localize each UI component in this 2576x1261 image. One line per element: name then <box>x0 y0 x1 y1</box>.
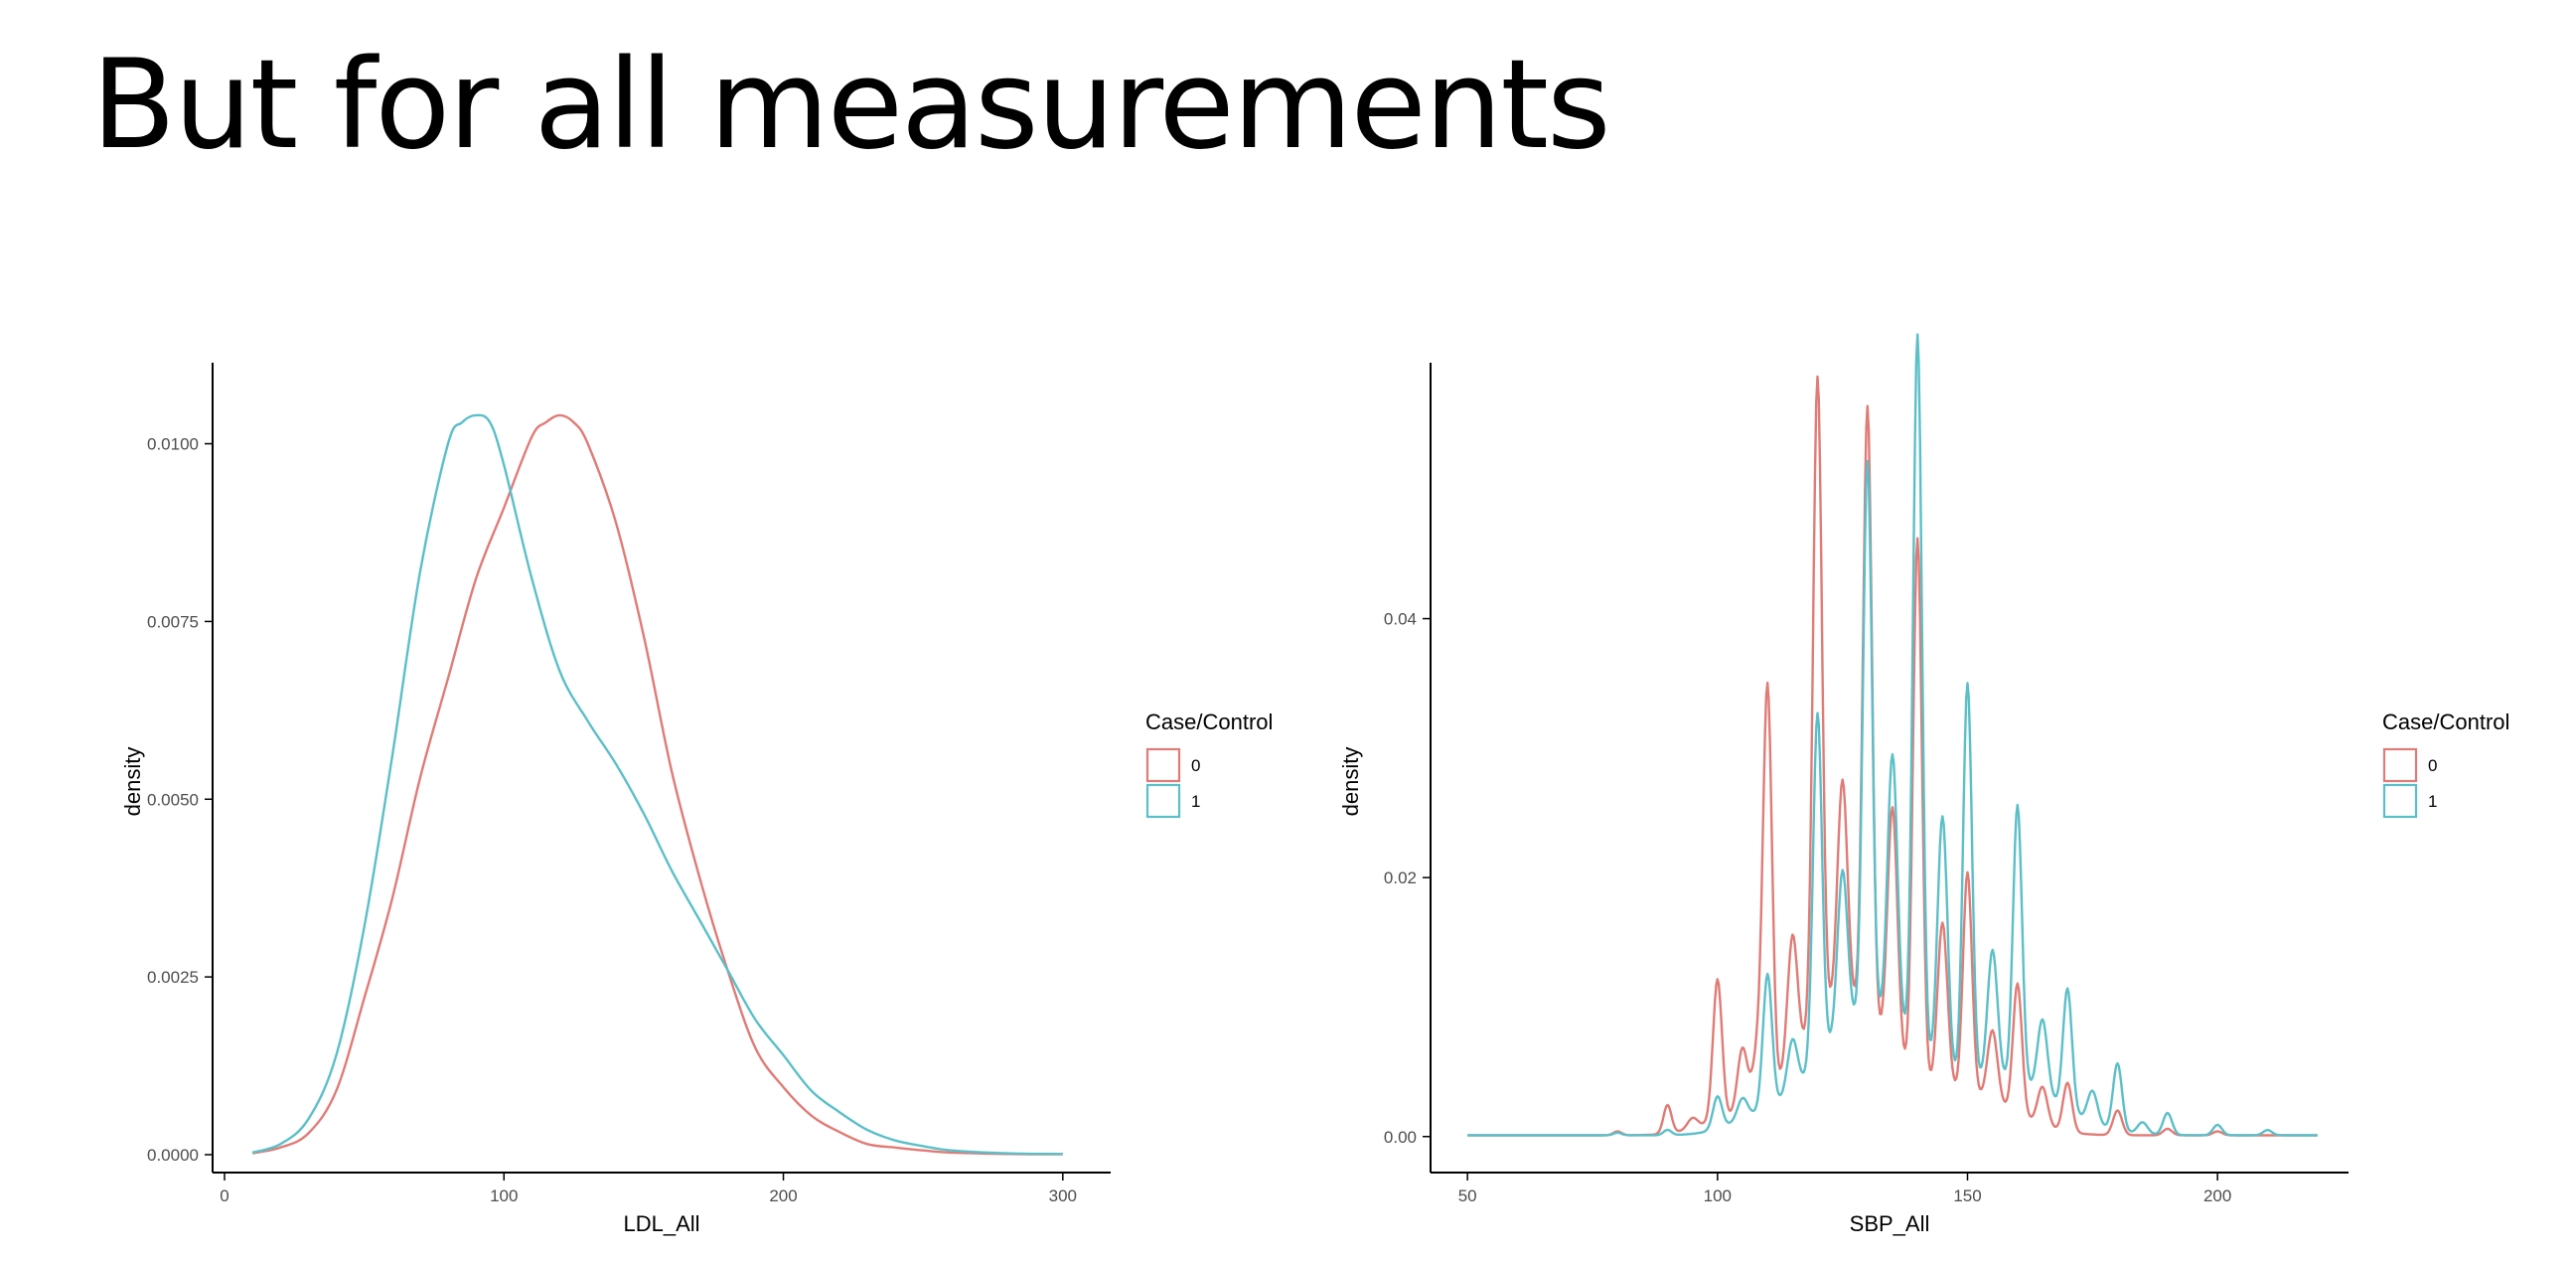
density-chart-1: 0 100 200 300 0.0000 0.0025 0.0050 0.0075 0.0100… <box>120 363 1273 1236</box>
y-axis-label: density <box>120 747 145 817</box>
legend-label-0: 0 <box>1191 756 1200 775</box>
x-tick-label: 150 <box>1953 1186 1981 1205</box>
legend-title: Case/Control <box>1145 709 1273 734</box>
y-tick-label: 0.0050 <box>147 790 199 809</box>
x-axis-label: SBP_All <box>1850 1211 1930 1236</box>
density-line-series-1 <box>1467 333 2318 1137</box>
y-tick-label: 0.02 <box>1384 868 1417 887</box>
x-axis-label: LDL_All <box>623 1211 699 1236</box>
legend: Case/Control 0 1 <box>1145 709 1273 819</box>
density-line-series-1 <box>251 413 1063 1156</box>
x-tick-label: 300 <box>1049 1186 1077 1205</box>
y-axis-label: density <box>1338 747 1363 817</box>
density-chart-2: 50 100 150 200 0.00 0.02 0.04 SBP_All density Cas… <box>1338 333 2509 1236</box>
legend-key-0 <box>2382 747 2418 783</box>
x-tick-label: 0 <box>220 1186 228 1205</box>
legend-label-0: 0 <box>2428 756 2437 775</box>
x-tick-label: 100 <box>1704 1186 1732 1205</box>
x-tick-label: 200 <box>769 1186 797 1205</box>
legend: Case/Control 0 1 <box>2382 709 2509 819</box>
y-tick-label: 0.0100 <box>147 435 199 454</box>
y-tick-label: 0.0000 <box>147 1146 199 1165</box>
legend-title: Case/Control <box>2382 709 2509 734</box>
density-line-series-0 <box>251 413 1063 1156</box>
y-tick-label: 0.00 <box>1384 1128 1417 1147</box>
y-tick-label: 0.0025 <box>147 968 199 987</box>
y-tick-label: 0.0075 <box>147 612 199 631</box>
legend-key-1 <box>1145 783 1181 819</box>
legend-key-1 <box>2382 783 2418 819</box>
y-tick-label: 0.04 <box>1384 610 1417 629</box>
legend-key-0 <box>1145 747 1181 783</box>
x-tick-label: 200 <box>2203 1186 2231 1205</box>
legend-label-1: 1 <box>2428 792 2437 811</box>
x-tick-label: 50 <box>1458 1186 1477 1205</box>
legend-label-1: 1 <box>1191 792 1200 811</box>
slide-title: But for all measurements <box>91 34 1611 177</box>
x-tick-label: 100 <box>490 1186 518 1205</box>
